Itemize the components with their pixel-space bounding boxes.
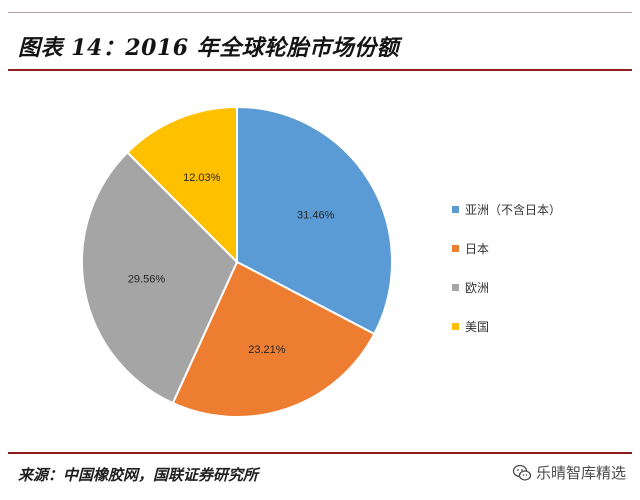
legend-label: 亚洲（不含日本） (465, 203, 562, 217)
chart-title: 图表 14：2016 年全球轮胎市场份额 (18, 35, 400, 61)
data-label-3: 29.56% (128, 273, 166, 285)
title-rule (8, 69, 632, 71)
legend-item-4: 美国 (452, 307, 561, 346)
pie-data-labels: 31.46% 23.21% 29.56% 12.03% (128, 172, 335, 356)
pie-slice-3 (81, 150, 239, 405)
source-note: 来源：中国橡胶网，国联证券研究所 (18, 466, 259, 484)
pie-slices (81, 105, 393, 418)
data-label-4: 12.03% (183, 172, 221, 184)
legend-label: 欧洲 (465, 281, 490, 295)
legend-item-2: 日本 (452, 229, 561, 268)
pie-chart: 31.46% 23.21% 29.56% 12.03% (81, 105, 393, 418)
legend-item-1: 亚洲（不含日本） (452, 190, 561, 229)
wechat-icon (512, 464, 532, 481)
data-label-2: 23.21% (248, 344, 286, 356)
watermark: 乐晴智库精选 (512, 462, 626, 483)
legend-swatch (452, 323, 459, 330)
legend-label: 日本 (465, 242, 490, 256)
pie-slice-2 (171, 260, 376, 418)
legend-item-3: 欧洲 (452, 268, 561, 307)
legend-swatch (452, 245, 459, 252)
pie-slice-4 (126, 105, 238, 265)
top-rule (8, 12, 632, 13)
legend-label: 美国 (465, 320, 490, 334)
watermark-text: 乐晴智库精选 (535, 464, 626, 482)
legend-swatch (452, 284, 459, 291)
legend-swatch (452, 206, 459, 213)
bottom-rule (8, 452, 632, 454)
pie-slice-1 (236, 105, 393, 336)
data-label-1: 31.46% (297, 209, 335, 221)
chart-legend: 亚洲（不含日本） 日本欧洲美国 (452, 190, 561, 346)
